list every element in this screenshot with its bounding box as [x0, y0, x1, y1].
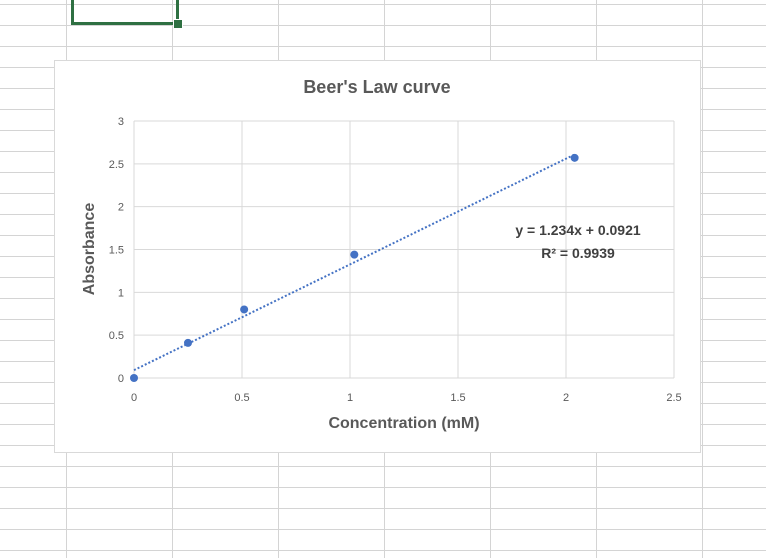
- data-point: [184, 338, 192, 347]
- x-axis-label: Concentration (mM): [328, 415, 479, 432]
- trendline: [133, 153, 576, 372]
- data-point: [130, 374, 138, 382]
- y-tick-label: 1: [118, 287, 124, 299]
- chart-title: Beer's Law curve: [303, 77, 450, 97]
- data-point: [350, 250, 359, 259]
- y-tick-label: 2: [118, 202, 124, 214]
- tick-labels: 0 0.5 1 1.5 2 2.5 3 0 0.5 1 1.5 2 2.5: [109, 116, 682, 404]
- y-tick-label: 0: [118, 373, 124, 385]
- y-axis-label: Absorbance: [81, 203, 98, 296]
- data-point: [240, 305, 249, 314]
- fill-handle[interactable]: [173, 19, 183, 29]
- x-tick-label: 0: [131, 392, 137, 404]
- y-tick-label: 3: [118, 116, 124, 128]
- y-tick-label: 1.5: [109, 245, 124, 257]
- data-points: [130, 153, 579, 382]
- y-tick-label: 0.5: [109, 330, 124, 342]
- x-tick-label: 0.5: [234, 392, 249, 404]
- gridlines: [133, 120, 675, 379]
- x-tick-label: 1: [347, 392, 353, 404]
- data-point: [570, 153, 579, 162]
- chart-area[interactable]: [54, 60, 701, 453]
- x-tick-label: 2: [563, 392, 569, 404]
- y-tick-label: 2.5: [109, 159, 124, 171]
- r-squared-label: R² = 0.9939: [541, 245, 615, 261]
- x-tick-label: 1.5: [450, 392, 465, 404]
- trendline-equation: y = 1.234x + 0.0921: [515, 222, 641, 238]
- x-tick-label: 2.5: [666, 392, 681, 404]
- selected-cell[interactable]: [71, 0, 179, 25]
